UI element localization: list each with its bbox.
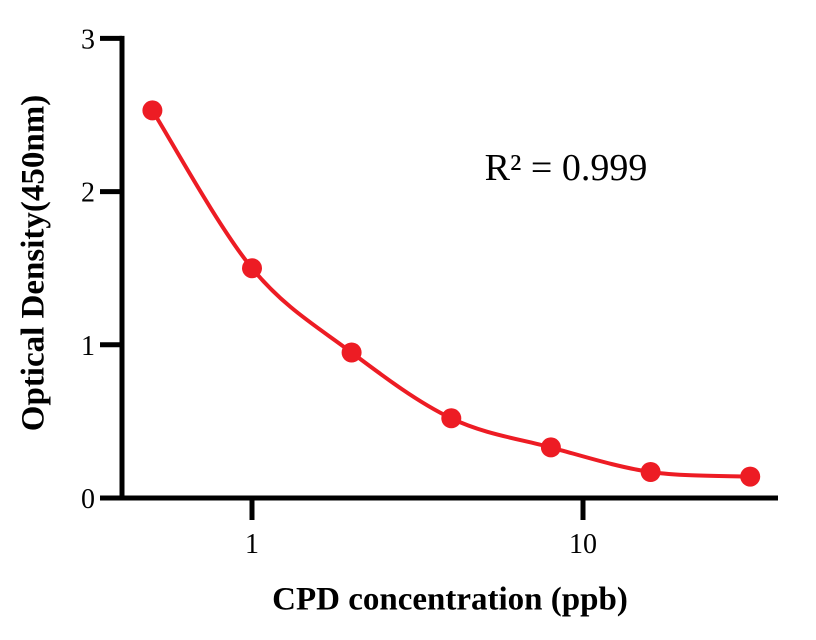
x-tick-label: 10 bbox=[569, 529, 597, 560]
data-point bbox=[740, 466, 761, 487]
data-point bbox=[242, 258, 262, 279]
data-point bbox=[142, 100, 163, 121]
y-tick-label: 1 bbox=[81, 331, 95, 362]
data-point bbox=[341, 342, 362, 363]
y-tick-label: 3 bbox=[81, 24, 95, 55]
data-point bbox=[640, 462, 661, 482]
y-axis-title: Optical Density(450nm) bbox=[15, 94, 52, 432]
data-point bbox=[441, 408, 462, 429]
y-tick-label: 0 bbox=[81, 484, 95, 515]
x-tick-label: 1 bbox=[245, 529, 259, 560]
y-tick-label: 2 bbox=[81, 178, 95, 209]
x-axis-title: CPD concentration (ppb) bbox=[272, 581, 628, 618]
data-point bbox=[540, 437, 561, 458]
r-squared-annotation: R² = 0.999 bbox=[484, 147, 648, 189]
